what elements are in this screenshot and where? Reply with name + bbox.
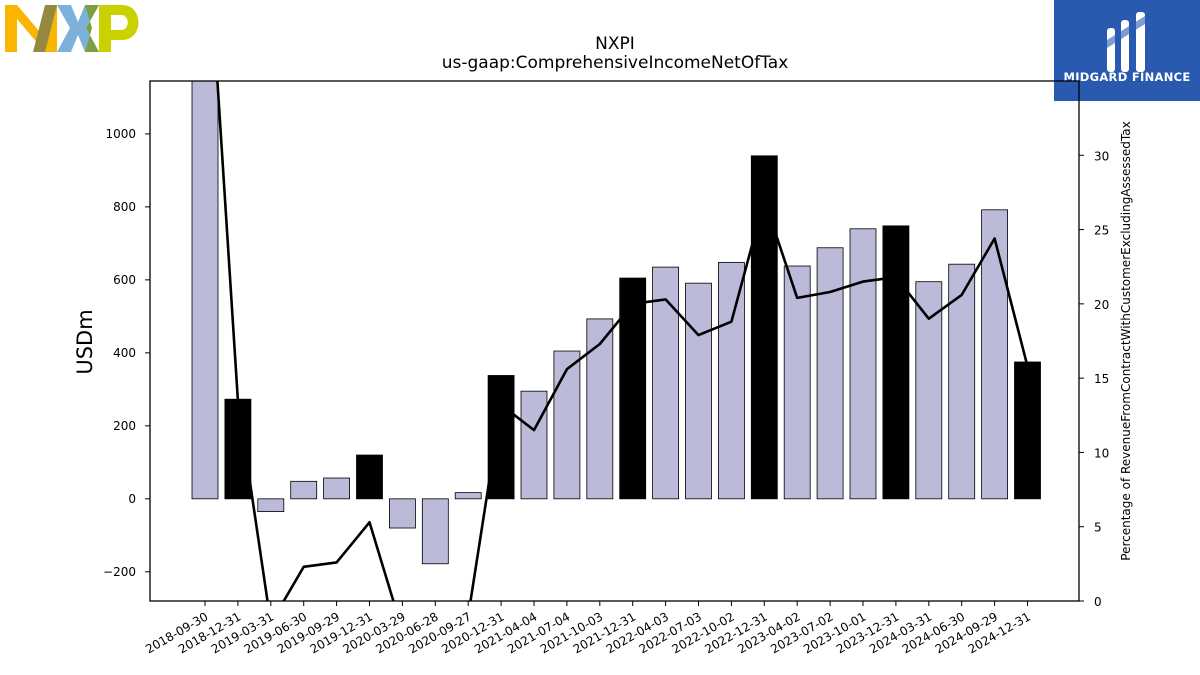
bar-2024-03-31 xyxy=(915,281,943,500)
bars-group xyxy=(191,81,1041,565)
bar-2024-09-29 xyxy=(981,209,1008,500)
bar-2018-09-30 xyxy=(191,81,219,500)
bar-2022-12-31 xyxy=(750,155,778,500)
bar-2019-12-31 xyxy=(356,454,383,500)
bar-2021-04-04 xyxy=(520,390,548,500)
plot-frame xyxy=(149,80,1080,602)
y-axis-label: USDm xyxy=(73,309,97,374)
midgard-finance-logo: MIDGARD FINANCE xyxy=(1054,0,1200,101)
y2-tick-label: 15 xyxy=(1094,372,1109,386)
bar-2018-12-31 xyxy=(224,398,252,500)
bar-2019-03-31 xyxy=(257,498,285,512)
bar-2024-06-30 xyxy=(948,263,976,500)
bar-2020-06-28 xyxy=(421,498,449,565)
y-tick-label: −200 xyxy=(103,565,136,579)
nxp-logo xyxy=(5,5,139,52)
y2-tick-label: 30 xyxy=(1094,149,1109,163)
y-tick-label: 0 xyxy=(128,492,136,506)
bar-2020-09-27 xyxy=(454,492,482,500)
y-tick-label: 600 xyxy=(113,273,136,287)
bar-2023-07-02 xyxy=(816,247,844,500)
bar-2023-12-31 xyxy=(882,225,910,500)
y2-tick-label: 10 xyxy=(1094,446,1109,460)
bar-2022-10-02 xyxy=(718,261,745,500)
chart-subtitle: us-gaap:ComprehensiveIncomeNetOfTax xyxy=(442,53,789,73)
bar-2022-07-03 xyxy=(685,282,712,500)
bar-2021-12-31 xyxy=(619,277,647,500)
y2-tick-label: 0 xyxy=(1094,595,1102,609)
y2-tick-label: 25 xyxy=(1094,224,1109,238)
bar-2019-09-29 xyxy=(323,477,351,500)
bar-2020-03-29 xyxy=(388,498,416,529)
bar-2021-07-04 xyxy=(553,350,581,500)
y2-tick-label: 20 xyxy=(1094,298,1109,312)
bar-2023-04-02 xyxy=(783,265,811,500)
y-tick-label: 800 xyxy=(113,200,136,214)
bar-2022-04-03 xyxy=(652,266,679,500)
y-tick-label: 400 xyxy=(113,346,136,360)
y2-tick-label: 5 xyxy=(1094,521,1102,535)
chart-title: NXPI xyxy=(595,34,635,54)
bar-2019-06-30 xyxy=(290,480,318,500)
line-group xyxy=(216,81,1029,601)
bar-2020-12-31 xyxy=(487,375,515,500)
bar-2024-12-31 xyxy=(1014,361,1041,500)
y2-axis-label: Percentage of RevenueFromContractWithCus… xyxy=(1119,121,1133,560)
midgard-finance-text: MIDGARD FINANCE xyxy=(1063,70,1190,84)
ratio-line xyxy=(216,81,1029,601)
y-tick-label: 1000 xyxy=(105,127,136,141)
bar-2021-10-03 xyxy=(586,318,614,500)
bar-2023-10-01 xyxy=(849,228,877,500)
y-tick-label: 200 xyxy=(113,419,136,433)
